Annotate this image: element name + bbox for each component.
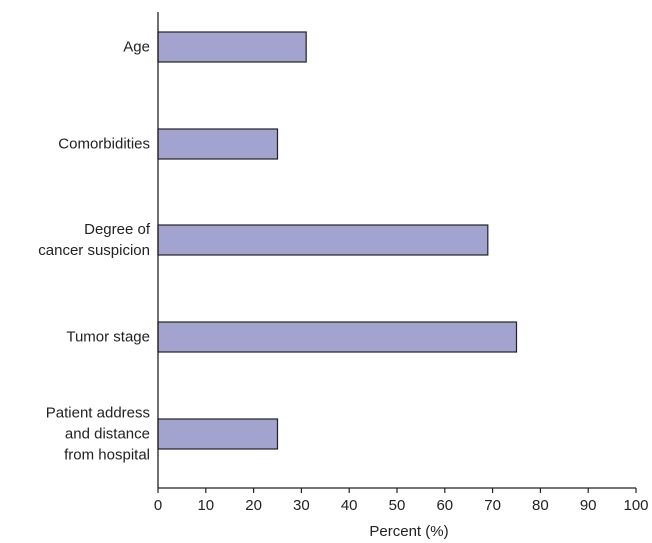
- bar-0: [157, 31, 307, 63]
- x-tick-label-50: 50: [389, 497, 406, 514]
- bar-4: [157, 418, 279, 450]
- category-labels: Age Comorbidities Degree of cancer suspicio…: [38, 39, 151, 464]
- category-label-4-line-1: and distance: [65, 426, 150, 443]
- x-tick-label-40: 40: [341, 497, 358, 514]
- x-tick-label-10: 10: [197, 497, 214, 514]
- x-tick-label-20: 20: [245, 497, 262, 514]
- bar-2: [157, 224, 489, 256]
- x-tick-label-0: 0: [154, 497, 162, 514]
- category-label-4-line-0: Patient address: [46, 405, 150, 422]
- category-label-3: Tumor stage: [66, 329, 150, 346]
- x-axis-title: Percent (%): [369, 523, 448, 540]
- bars-group: [157, 31, 518, 450]
- x-tick-label-100: 100: [623, 497, 648, 514]
- x-tick-label-30: 30: [293, 497, 310, 514]
- x-axis-ticks: 0 10 20 30 40 50 60 70 80 90 100: [154, 488, 649, 514]
- category-label-1: Comorbidities: [58, 136, 150, 153]
- category-label-0: Age: [123, 39, 150, 56]
- category-label-2-line-0: Degree of: [84, 221, 151, 238]
- x-tick-label-80: 80: [532, 497, 549, 514]
- bar-1: [157, 128, 279, 160]
- x-tick-label-60: 60: [436, 497, 453, 514]
- bar-3: [157, 321, 518, 353]
- x-tick-label-90: 90: [580, 497, 597, 514]
- x-tick-label-70: 70: [484, 497, 501, 514]
- category-label-4-line-2: from hospital: [64, 447, 150, 464]
- category-label-2-line-1: cancer suspicion: [38, 242, 150, 259]
